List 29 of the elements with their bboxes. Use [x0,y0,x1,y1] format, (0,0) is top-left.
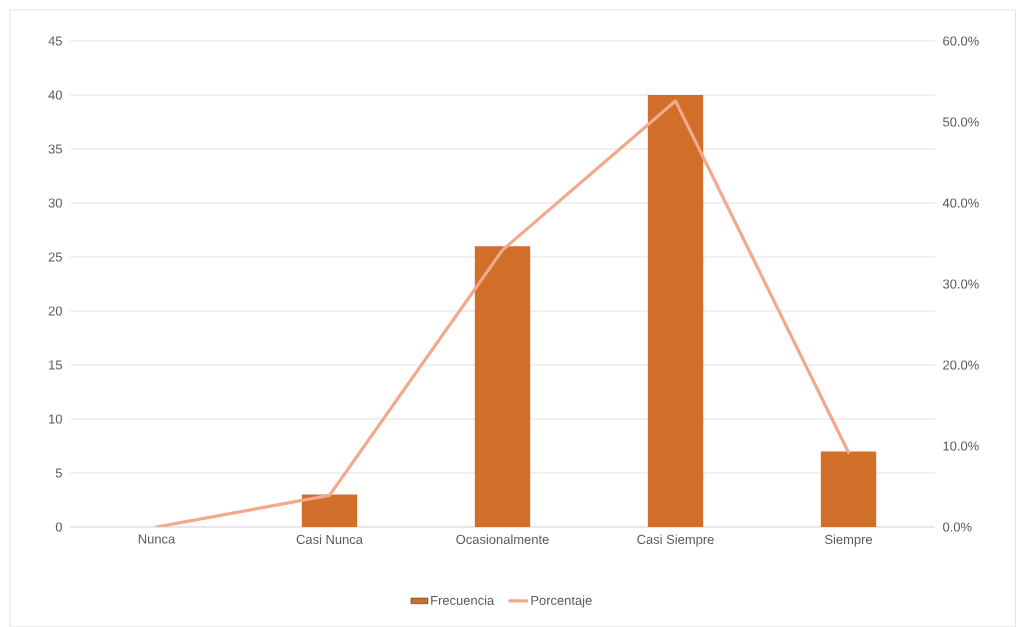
bar [301,494,358,527]
x-tick-label: Ocasionalmente [456,534,549,545]
y-tick-label: 45 [48,36,62,46]
y-tick-label: 5 [55,468,62,478]
y-tick-label: 20 [48,306,62,316]
legend-label: Frecuencia [431,595,495,605]
y2-tick-label: 20.0% [943,360,979,370]
y2-tick-label: 60.0% [943,36,979,46]
y-tick-label: 10 [49,414,62,424]
x-tick-label: Siempre [824,534,873,547]
x-tick-label: Nunca [138,534,176,544]
bar [647,95,704,527]
bar [474,246,531,527]
y-tick-label: 25 [48,252,62,262]
x-tick-label: Casi Siempre [637,534,714,547]
y-tick-label: 15 [49,360,62,370]
y-tick-label: 40 [48,90,62,100]
y-tick-label: 0 [55,522,62,532]
y2-tick-label: 0.0% [943,522,972,532]
bar [820,451,877,527]
y2-tick-label: 40.0% [942,198,979,208]
x-tick-label: Casi Nunca [296,534,363,545]
y-tick-label: 35 [48,144,62,154]
y2-tick-label: 10.0% [943,441,979,451]
line-series [154,99,851,527]
y-tick-label: 30 [48,198,62,208]
y2-tick-label: 30.0% [943,279,979,289]
y2-tick-label: 50.0% [943,117,979,127]
legend-label: Porcentaje [531,595,592,608]
